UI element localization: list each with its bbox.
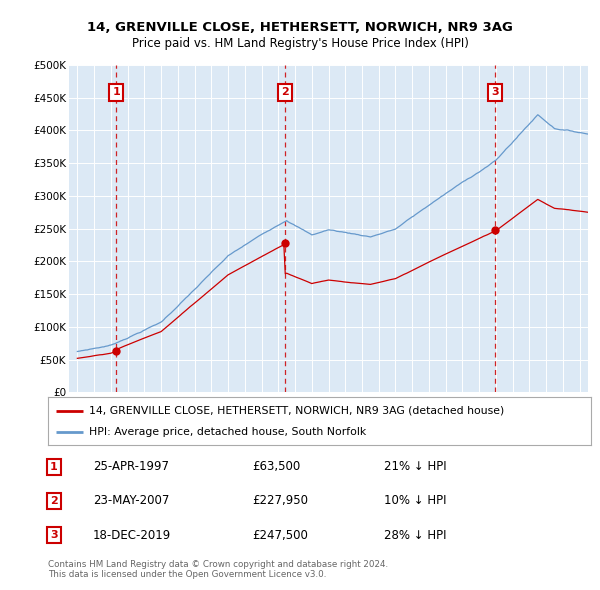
Text: £227,950: £227,950 [252, 494, 308, 507]
Text: 1: 1 [50, 462, 58, 472]
Text: 23-MAY-2007: 23-MAY-2007 [93, 494, 169, 507]
Text: 14, GRENVILLE CLOSE, HETHERSETT, NORWICH, NR9 3AG (detached house): 14, GRENVILLE CLOSE, HETHERSETT, NORWICH… [89, 405, 504, 415]
Text: £247,500: £247,500 [252, 529, 308, 542]
Text: Contains HM Land Registry data © Crown copyright and database right 2024.
This d: Contains HM Land Registry data © Crown c… [48, 560, 388, 579]
Text: 25-APR-1997: 25-APR-1997 [93, 460, 169, 473]
Text: 14, GRENVILLE CLOSE, HETHERSETT, NORWICH, NR9 3AG: 14, GRENVILLE CLOSE, HETHERSETT, NORWICH… [87, 21, 513, 34]
Text: Price paid vs. HM Land Registry's House Price Index (HPI): Price paid vs. HM Land Registry's House … [131, 37, 469, 50]
Text: HPI: Average price, detached house, South Norfolk: HPI: Average price, detached house, Sout… [89, 427, 366, 437]
Text: £63,500: £63,500 [252, 460, 300, 473]
Text: 21% ↓ HPI: 21% ↓ HPI [384, 460, 446, 473]
Text: 10% ↓ HPI: 10% ↓ HPI [384, 494, 446, 507]
Text: 1: 1 [112, 87, 120, 97]
Text: 18-DEC-2019: 18-DEC-2019 [93, 529, 171, 542]
Text: 3: 3 [50, 530, 58, 540]
Text: 3: 3 [491, 87, 499, 97]
Text: 2: 2 [50, 496, 58, 506]
Text: 2: 2 [281, 87, 289, 97]
Text: 28% ↓ HPI: 28% ↓ HPI [384, 529, 446, 542]
